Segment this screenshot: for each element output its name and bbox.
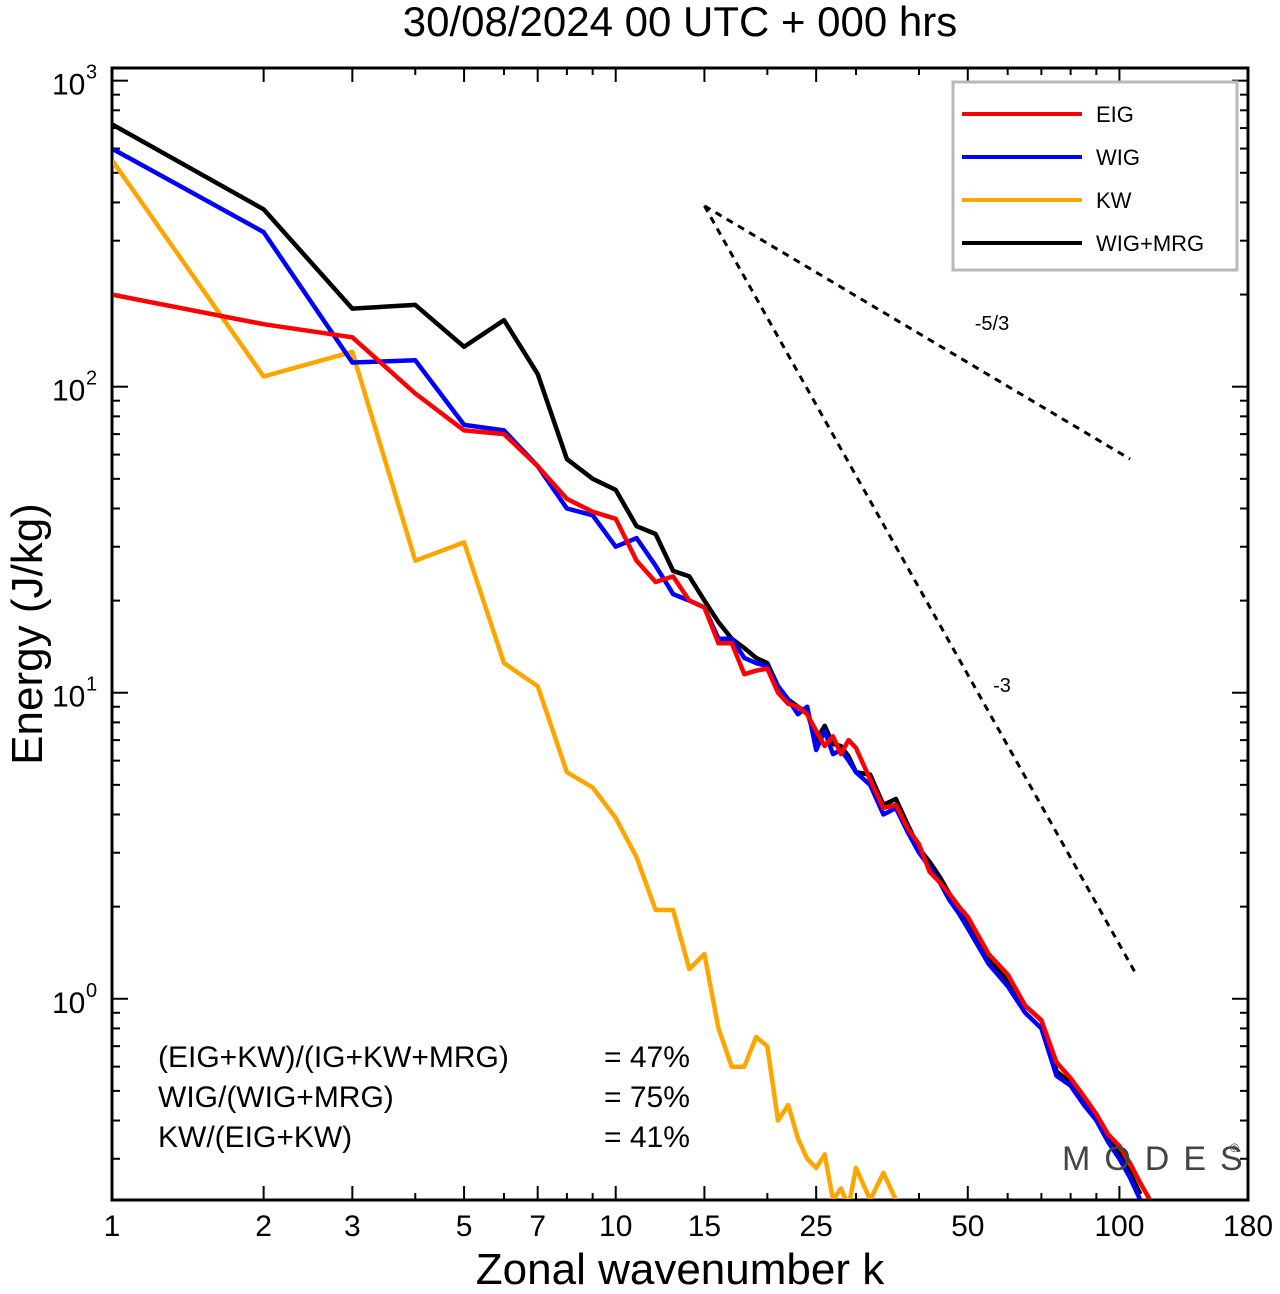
x-tick-label: 3 <box>344 1210 361 1243</box>
ratio-name: KW/(EIG+KW) <box>158 1121 352 1154</box>
y-tick-exponent: 0 <box>86 980 97 1002</box>
x-tick-label: 15 <box>688 1210 721 1243</box>
plot-area: -5/3 -3 <box>113 122 1152 1199</box>
series-lines <box>113 122 1152 1199</box>
ratio-name: (EIG+KW)/(IG+KW+MRG) <box>158 1041 509 1074</box>
x-tick-label: 7 <box>529 1210 546 1243</box>
legend: EIG WIG KW WIG+MRG <box>951 80 1239 272</box>
series-line-kw <box>113 158 898 1199</box>
slope-label: -3 <box>993 675 1011 697</box>
y-tick-base: 10 <box>52 69 85 102</box>
y-tick-base: 10 <box>52 375 85 408</box>
y-tick-exponent: 3 <box>86 62 97 84</box>
series-line-eig <box>113 292 1152 1199</box>
y-tick-exponent: 1 <box>86 674 97 696</box>
legend-label: EIG <box>1096 102 1134 127</box>
x-tick-label: 100 <box>1094 1210 1144 1243</box>
slope-reference-lines: -5/3 -3 <box>703 204 1138 976</box>
x-tick-label: 5 <box>456 1210 473 1243</box>
x-axis: 1 2 3 5 7 10 15 25 50 100 180 <box>104 68 1273 1243</box>
x-tick-label: 50 <box>951 1210 984 1243</box>
x-tick-label: 1 <box>104 1210 121 1243</box>
y-tick-exponent: 2 <box>86 368 97 390</box>
slope-label: -5/3 <box>975 313 1009 335</box>
ratio-name: WIG/(WIG+MRG) <box>158 1081 394 1114</box>
plot-frame <box>110 66 1250 1202</box>
legend-label: KW <box>1096 188 1132 213</box>
slope-line <box>703 204 1131 461</box>
ratio-value: = 75% <box>604 1081 690 1114</box>
y-axis-label: Energy (J/kg) <box>3 503 52 765</box>
modes-watermark: MODES <box>1062 1140 1257 1178</box>
ratio-annotations: (EIG+KW)/(IG+KW+MRG) = 47% WIG/(WIG+MRG) = … <box>158 1041 690 1154</box>
x-tick-label: 2 <box>255 1210 272 1243</box>
x-tick-label: 10 <box>599 1210 632 1243</box>
slope-line <box>703 205 1138 976</box>
y-tick-base: 10 <box>52 681 85 714</box>
x-tick-label: 180 <box>1223 1210 1273 1243</box>
ratio-value: = 41% <box>604 1121 690 1154</box>
ratio-value: = 47% <box>604 1041 690 1074</box>
x-tick-label: 25 <box>799 1210 832 1243</box>
x-axis-label: Zonal wavenumber k <box>476 1245 885 1294</box>
series-line-wig-mrg <box>113 122 1143 1196</box>
y-tick-base: 10 <box>52 987 85 1020</box>
legend-label: WIG+MRG <box>1096 231 1204 256</box>
chart-title: 30/08/2024 00 UTC + 000 hrs <box>403 0 958 45</box>
copyright-mark: © <box>1230 1141 1239 1155</box>
legend-label: WIG <box>1096 145 1140 170</box>
